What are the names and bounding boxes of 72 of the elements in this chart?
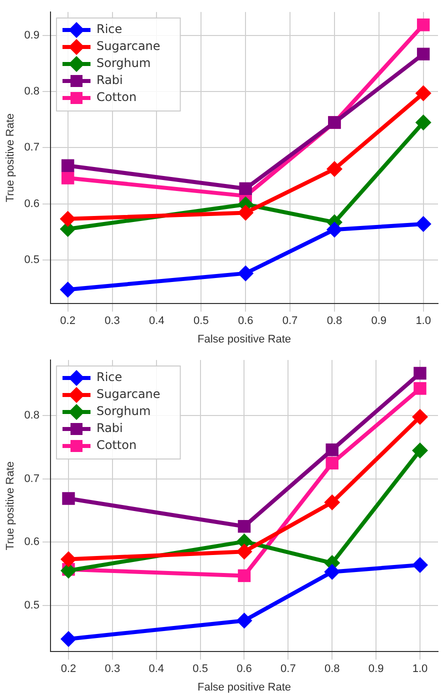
point	[416, 48, 430, 60]
legend-label: Sorghum	[96, 56, 151, 70]
point	[412, 556, 428, 573]
x-tick-label: 0.5	[192, 663, 208, 676]
y-tick-label: 0.7	[24, 142, 40, 154]
x-tick-label: 1.0	[412, 663, 428, 676]
x-axis-title: False positive Rate	[197, 681, 292, 694]
point	[238, 569, 251, 582]
point	[326, 456, 338, 470]
point	[60, 282, 76, 298]
legend-label: Sugarcane	[96, 387, 160, 402]
point	[239, 182, 252, 196]
x-tick-label: 0.7	[282, 315, 298, 328]
point	[238, 204, 254, 221]
x-tick-label: 0.6	[238, 315, 254, 328]
y-axis-title: True positive Rate	[4, 461, 17, 550]
legend-label: Rice	[96, 370, 122, 384]
y-tick-label: 0.6	[24, 198, 40, 210]
legend-label: Cotton	[96, 90, 137, 104]
y-tick-label: 0.8	[24, 86, 40, 98]
x-axis-title: False positive Rate	[197, 333, 292, 346]
point	[60, 551, 77, 568]
point	[412, 442, 428, 458]
point	[61, 172, 74, 184]
x-tick-label: 0.9	[368, 663, 384, 676]
x-tick-label: 0.5	[193, 315, 209, 328]
legend-label: Sorghum	[96, 404, 151, 418]
point	[60, 630, 77, 647]
x-tick-label: 0.7	[280, 663, 296, 676]
legend-label: Cotton	[96, 438, 137, 452]
y-axis-title: True positive Rate	[4, 113, 17, 202]
y-tick-label: 0.5	[24, 599, 40, 612]
point	[326, 443, 338, 456]
x-tick-label: 0.3	[104, 315, 120, 328]
point	[416, 18, 430, 32]
y-tick-label: 0.9	[24, 30, 40, 42]
x-tick-label: 0.2	[60, 663, 76, 676]
point	[324, 564, 340, 580]
legend-label: Sugarcane	[96, 39, 160, 54]
x-tick-label: 0.4	[149, 315, 164, 328]
point	[415, 216, 432, 232]
x-tick-label: 0.6	[236, 663, 252, 676]
point	[238, 520, 251, 533]
point	[414, 366, 426, 380]
x-tick-label: 0.3	[104, 663, 120, 676]
y-tick-label: 0.6	[24, 536, 40, 548]
legend-label: Rice	[96, 22, 122, 36]
x-tick-label: 0.8	[324, 663, 340, 676]
x-tick-label: 1.0	[416, 315, 431, 328]
point	[238, 265, 254, 282]
point	[60, 562, 77, 579]
point	[236, 612, 252, 629]
x-tick-label: 0.9	[371, 315, 387, 328]
point	[414, 382, 426, 395]
x-tick-label: 0.2	[60, 315, 76, 328]
y-tick-label: 0.5	[24, 254, 40, 266]
legend-label: Rabi	[96, 421, 123, 436]
point	[62, 492, 75, 505]
legend-label: Rabi	[96, 73, 123, 88]
point	[326, 161, 342, 178]
x-tick-label: 0.8	[326, 315, 342, 328]
point	[60, 210, 76, 227]
point	[415, 114, 432, 130]
y-tick-label: 0.7	[24, 472, 40, 485]
point	[326, 222, 342, 238]
point	[236, 544, 252, 560]
x-tick-label: 0.4	[148, 663, 164, 676]
point	[324, 494, 340, 510]
point	[412, 408, 428, 425]
point	[415, 85, 432, 102]
point	[61, 159, 74, 172]
y-tick-label: 0.8	[24, 410, 40, 422]
